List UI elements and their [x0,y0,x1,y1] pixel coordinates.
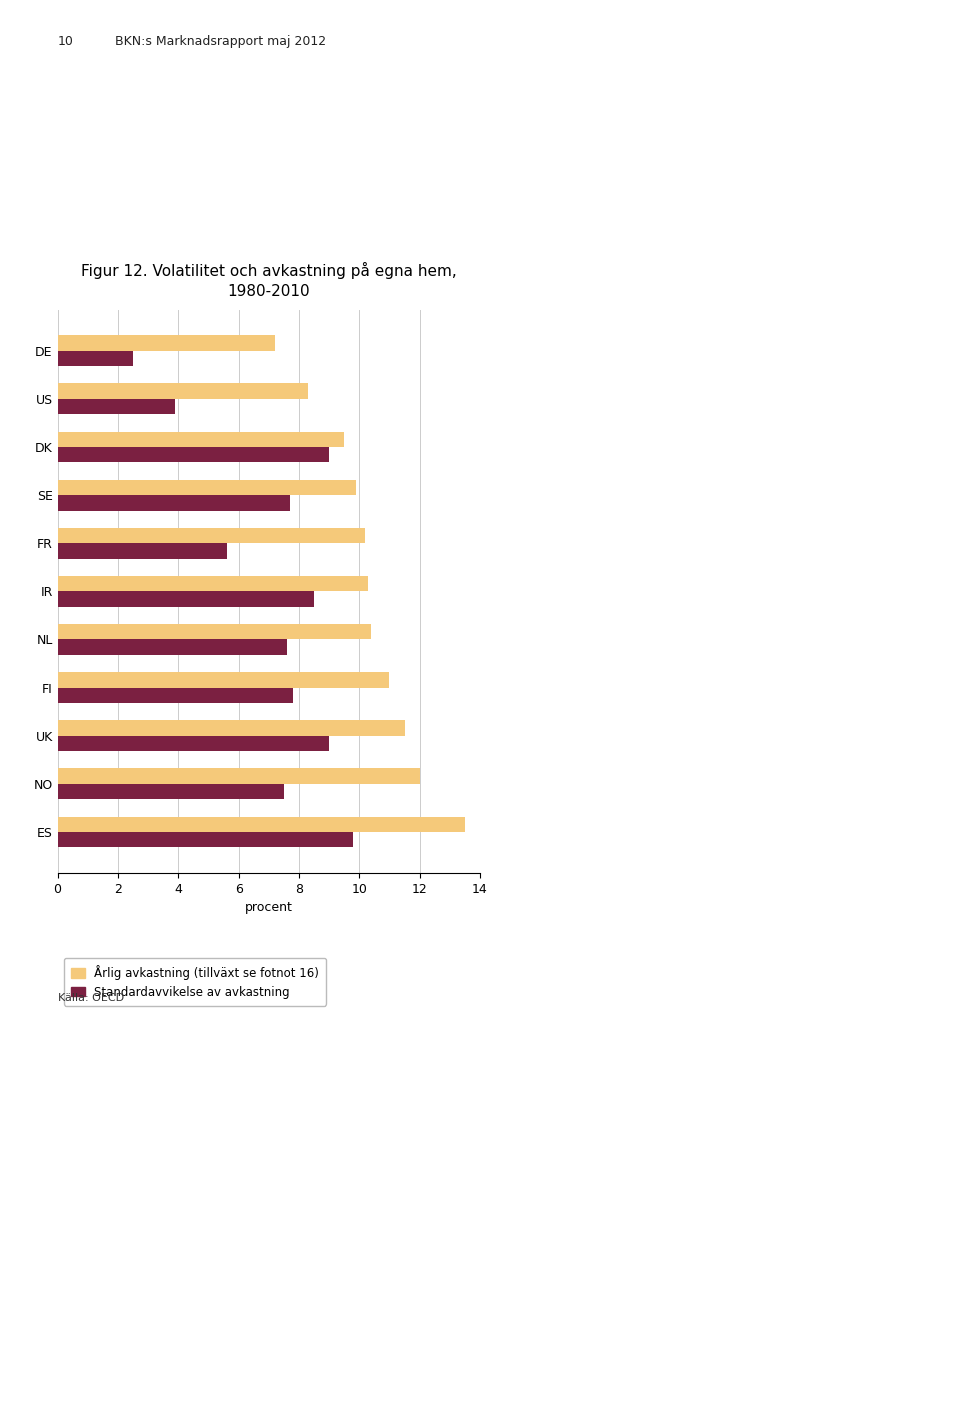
Bar [58,832,353,848]
Bar [58,576,369,591]
Bar [58,480,356,496]
Bar [58,446,329,462]
Bar [58,335,275,351]
Legend: Årlig avkastning (tillväxt se fotnot 16), Standardavvikelse av avkastning: Årlig avkastning (tillväxt se fotnot 16)… [63,957,326,1005]
Title: Figur 12. Volatilitet och avkastning på egna hem,
1980-2010: Figur 12. Volatilitet och avkastning på … [81,262,457,298]
Bar [58,817,465,832]
Text: Källa: OECD: Källa: OECD [58,993,124,1002]
Bar [58,432,345,446]
Bar [58,383,308,398]
Bar [58,687,293,703]
Bar [58,672,390,687]
Bar [58,769,420,784]
Text: 10: 10 [58,35,74,48]
Bar [58,543,227,559]
Bar [58,398,176,414]
Bar [58,784,284,800]
Bar [58,591,314,607]
Bar [58,639,287,655]
Bar [58,736,329,750]
X-axis label: procent: procent [245,901,293,914]
Bar [58,624,372,639]
Bar [58,496,290,511]
Bar [58,721,404,736]
Bar [58,351,133,366]
Text: BKN:s Marknadsrapport maj 2012: BKN:s Marknadsrapport maj 2012 [115,35,326,48]
Bar [58,528,366,543]
